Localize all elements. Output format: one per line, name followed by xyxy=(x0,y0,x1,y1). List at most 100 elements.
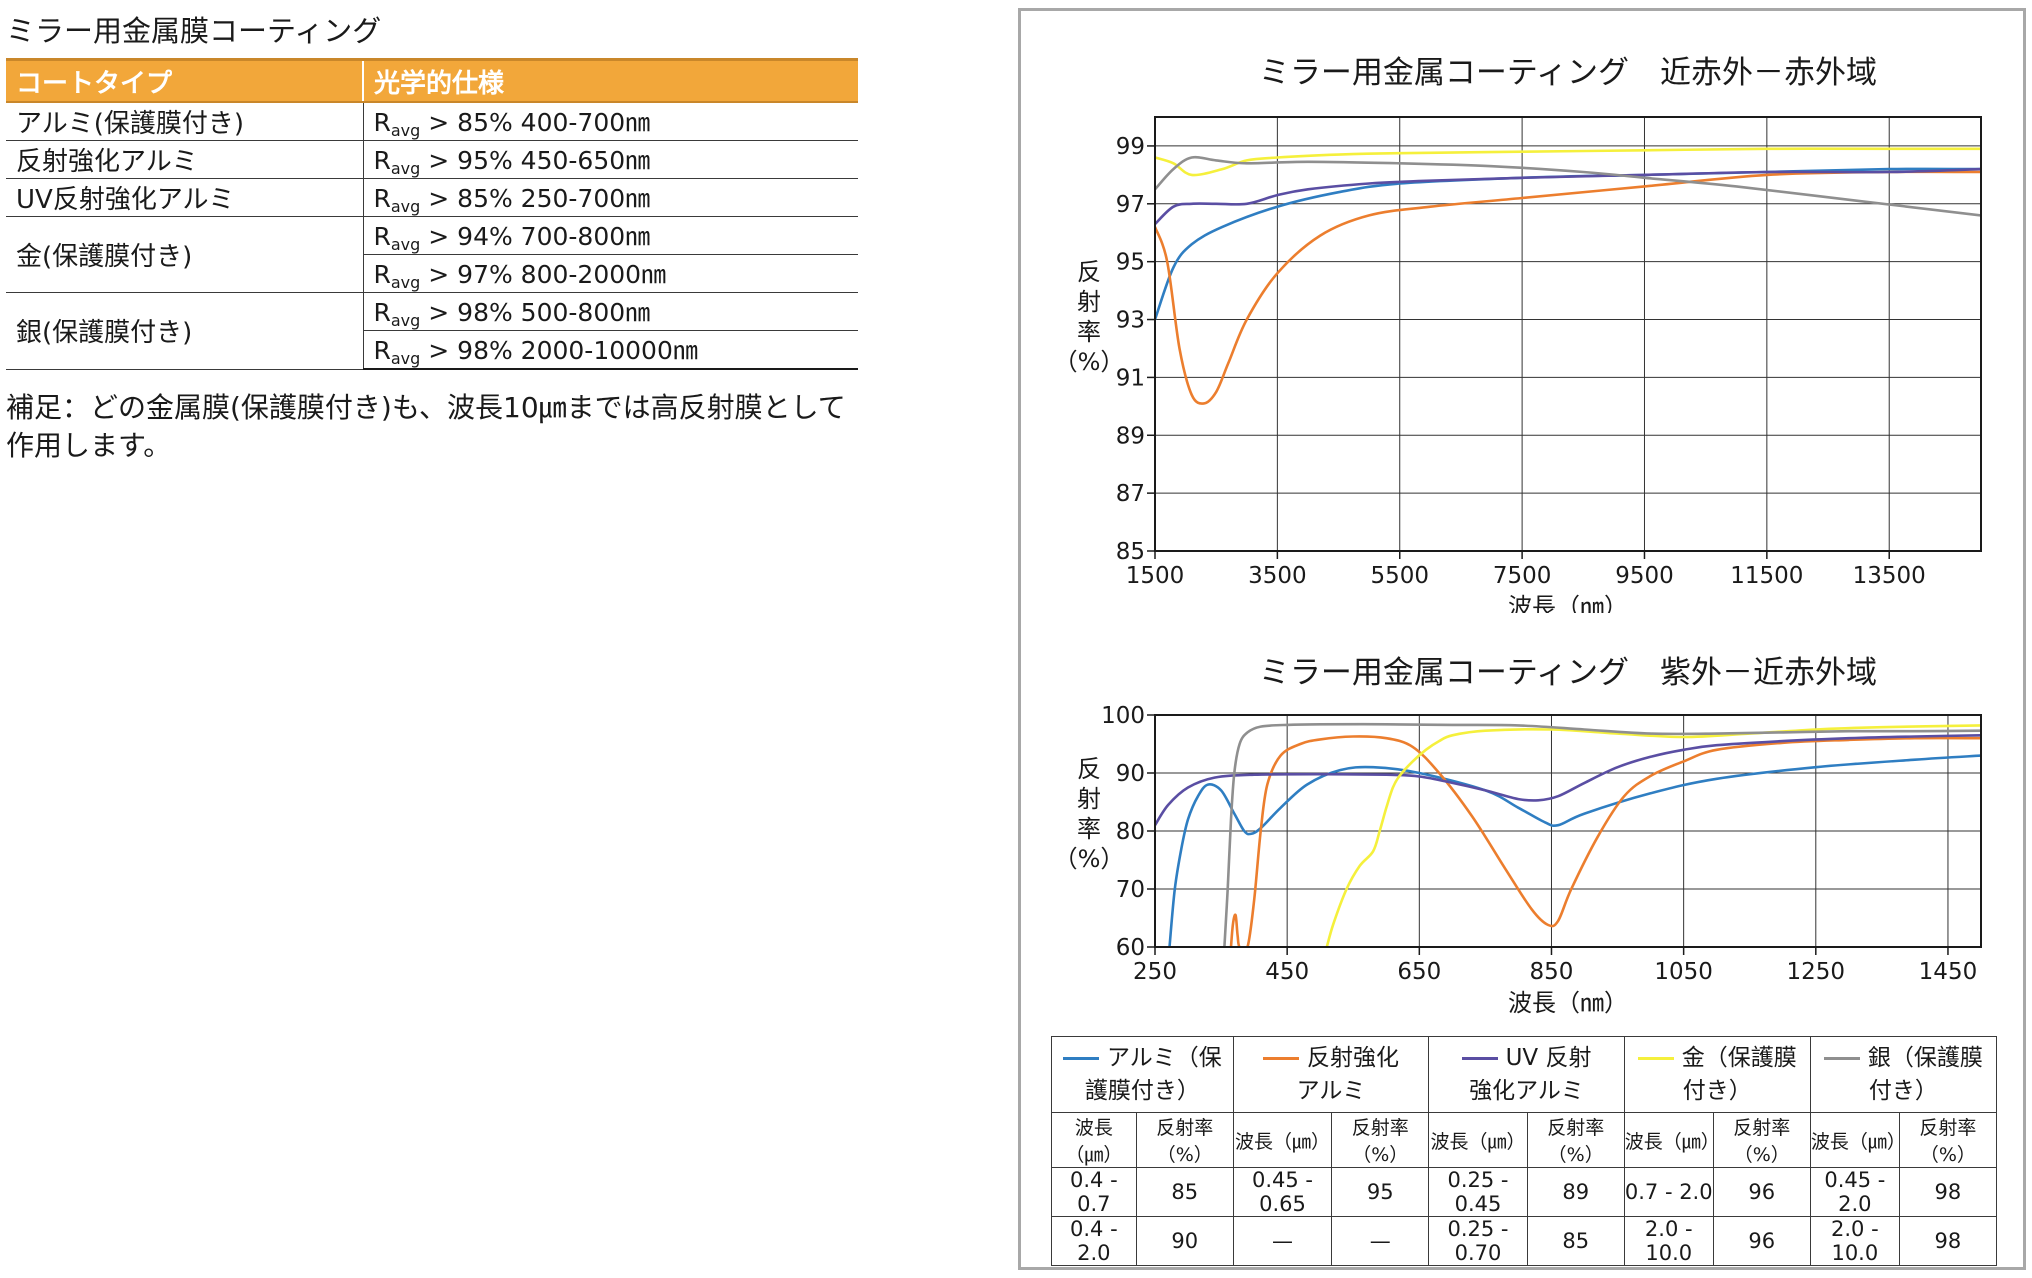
x-tick-label: 3500 xyxy=(1248,563,1307,589)
wavelength-column-header: 波長（㎛） xyxy=(1623,1112,1720,1168)
legend-swatch xyxy=(1063,1056,1100,1060)
legend-label: アルミ（保 xyxy=(1107,1044,1222,1071)
reflectance-cell: — xyxy=(1331,1216,1430,1266)
reflectance-cell: 95 xyxy=(1331,1167,1430,1217)
reflectance-cell: 85 xyxy=(1526,1216,1625,1266)
spec-prefix: R xyxy=(373,298,391,327)
table-row: 反射強化アルミ Ravg > 95% 450-650㎚ xyxy=(6,140,858,179)
wavelength-cell: 2.0 - 10.0 xyxy=(1623,1216,1714,1266)
spec-subscript: avg xyxy=(390,273,421,292)
reflectance-column-header: 反射率（%） xyxy=(1898,1112,1998,1168)
legend-label: 反射強化 xyxy=(1307,1044,1400,1071)
spec-prefix: R xyxy=(373,108,391,137)
y-tick-label: 100 xyxy=(1101,703,1145,729)
chart-panel: ミラー用金属コーティング 近赤外－赤外域 85 87 89 91 93 95 97 99 1500… xyxy=(1018,8,2026,1270)
y-tick-label: 90 xyxy=(1116,761,1145,787)
table-row: 金(保護膜付き) Ravg > 94% 700-800㎚ xyxy=(6,216,858,293)
y-axis-label: 射 xyxy=(1077,288,1101,316)
chart-title: ミラー用金属コーティング 近赤外－赤外域 xyxy=(1259,55,1877,91)
reflectance-column-header: 反射率（%） xyxy=(1331,1112,1430,1168)
y-tick-label: 93 xyxy=(1116,308,1145,334)
legend-swatch xyxy=(1461,1056,1498,1060)
spec-cell: Ravg > 97% 800-2000㎚ xyxy=(362,254,858,293)
x-tick-label: 1500 xyxy=(1126,563,1185,589)
x-tick-label: 7500 xyxy=(1493,563,1552,589)
legend-entry-silver: 銀（保護膜付き） xyxy=(1809,1036,1998,1113)
page-title: ミラー用金属膜コーティング xyxy=(6,14,382,48)
reflectance-cell: 98 xyxy=(1898,1167,1998,1217)
wavelength-column-header: 波長（㎛） xyxy=(1051,1112,1137,1168)
coat-type-cell: 銀(保護膜付き) xyxy=(6,292,363,370)
reflectance-cell: 85 xyxy=(1135,1167,1234,1217)
table-row: Ravg > 98% 2000-10000㎚ xyxy=(6,330,858,370)
x-tick-label: 13500 xyxy=(1853,563,1926,589)
spec-subscript: avg xyxy=(390,349,421,368)
spec-cell: Ravg > 85% 400-700㎚ xyxy=(362,102,858,141)
y-tick-label: 85 xyxy=(1116,539,1145,565)
legend-data-row: 0.4 - 2.0 90— —0.25 - 0.70 85 2.0 - 10.0 96 2.… xyxy=(1051,1216,1998,1266)
x-tick-label: 9500 xyxy=(1615,563,1674,589)
y-tick-label: 70 xyxy=(1116,877,1145,903)
legend-label: 付き） xyxy=(1682,1077,1752,1104)
legend-entry-enhanced_alumi: 反射強化 アルミ xyxy=(1232,1036,1430,1113)
spec-subscript: avg xyxy=(390,159,421,178)
table-row: Ravg > 97% 800-2000㎚ xyxy=(6,254,858,293)
legend-label: 付き） xyxy=(1868,1077,1938,1104)
y-axis-label: （%） xyxy=(1054,348,1125,376)
legend-data-table: アルミ（保 護膜付き） 反射強化 アルミ UV 反射 強化アルミ 金（保護膜 付き） 銀（保護膜… xyxy=(1051,1036,1998,1266)
spec-value: > 85% 250-700㎚ xyxy=(428,184,651,213)
x-tick-label: 5500 xyxy=(1370,563,1429,589)
nir-ir-chart: ミラー用金属コーティング 近赤外－赤外域 85 87 89 91 93 95 97 99 1500… xyxy=(1054,55,1982,613)
spec-prefix: R xyxy=(373,222,391,251)
legend-entry-alumi: アルミ（保 護膜付き） xyxy=(1051,1036,1234,1113)
spec-cell: Ravg > 98% 500-800㎚ xyxy=(362,292,858,331)
legend-data-row: 0.4 - 0.7 85 0.45 - 0.65 95 0.25 - 0.45 89 0.7… xyxy=(1051,1167,1998,1217)
table-row: 銀(保護膜付き) Ravg > 98% 500-800㎚ xyxy=(6,292,858,370)
spec-value: > 85% 400-700㎚ xyxy=(428,108,651,137)
spec-cell: Ravg > 98% 2000-10000㎚ xyxy=(362,330,858,370)
reflectance-cell: 90 xyxy=(1135,1216,1234,1266)
wavelength-column-header: 波長（㎛） xyxy=(1809,1112,1906,1168)
spec-cell: Ravg > 94% 700-800㎚ xyxy=(362,216,858,255)
wavelength-cell: 0.4 - 2.0 xyxy=(1051,1216,1137,1266)
legend-label: 銀（保護膜 xyxy=(1867,1044,1983,1071)
spec-subscript: avg xyxy=(390,197,421,216)
y-axis-label: （%） xyxy=(1054,845,1125,873)
wavelength-cell: — xyxy=(1232,1216,1333,1266)
spec-prefix: R xyxy=(373,184,391,213)
x-tick-label: 1050 xyxy=(1654,959,1713,985)
wavelength-cell: 0.4 - 0.7 xyxy=(1051,1167,1137,1217)
y-axis-label: 反 xyxy=(1077,755,1101,783)
series-line-enhanced_alumi xyxy=(1155,170,1981,405)
reflectance-cell: 96 xyxy=(1712,1216,1811,1266)
legend-entry-gold: 金（保護膜 付き） xyxy=(1623,1036,1811,1113)
reflectance-column-header: 反射率（%） xyxy=(1712,1112,1811,1168)
wavelength-column-header: 波長（㎛） xyxy=(1232,1112,1333,1168)
legend-swatch xyxy=(1823,1056,1860,1060)
y-tick-label: 80 xyxy=(1116,819,1145,845)
spec-subscript: avg xyxy=(390,121,421,140)
y-tick-label: 60 xyxy=(1116,935,1145,961)
reflectance-column-header: 反射率（%） xyxy=(1526,1112,1625,1168)
y-tick-label: 91 xyxy=(1116,365,1145,391)
coat-type-cell: 金(保護膜付き) xyxy=(6,216,363,293)
column-header-type: コートタイプ xyxy=(6,58,363,103)
x-tick-label: 650 xyxy=(1397,959,1441,985)
wavelength-cell: 0.7 - 2.0 xyxy=(1623,1167,1714,1217)
wavelength-cell: 0.25 - 0.70 xyxy=(1428,1216,1528,1266)
spec-value: > 97% 800-2000㎚ xyxy=(428,260,667,289)
table-row: アルミ(保護膜付き) Ravg > 85% 400-700㎚ xyxy=(6,102,858,141)
wavelength-cell: 2.0 - 10.0 xyxy=(1809,1216,1900,1266)
series-line-uv_alumi xyxy=(1155,734,1981,826)
spec-prefix: R xyxy=(373,260,391,289)
coat-type-cell: 反射強化アルミ xyxy=(6,140,363,179)
legend-swatch xyxy=(1637,1056,1674,1060)
spec-value: > 98% 500-800㎚ xyxy=(428,298,651,327)
x-tick-label: 850 xyxy=(1530,959,1574,985)
y-tick-label: 97 xyxy=(1116,192,1145,218)
x-axis-label: 波長（㎚） xyxy=(1508,593,1628,613)
reflectance-cell: 98 xyxy=(1898,1216,1998,1266)
legend-subheader-row: 波長（㎛） 反射率（%） 波長（㎛） 反射率（%） 波長（㎛） 反射率（%） 波長（㎛） 反射… xyxy=(1051,1112,1998,1168)
spec-prefix: R xyxy=(373,146,391,175)
spec-subscript: avg xyxy=(390,235,421,254)
